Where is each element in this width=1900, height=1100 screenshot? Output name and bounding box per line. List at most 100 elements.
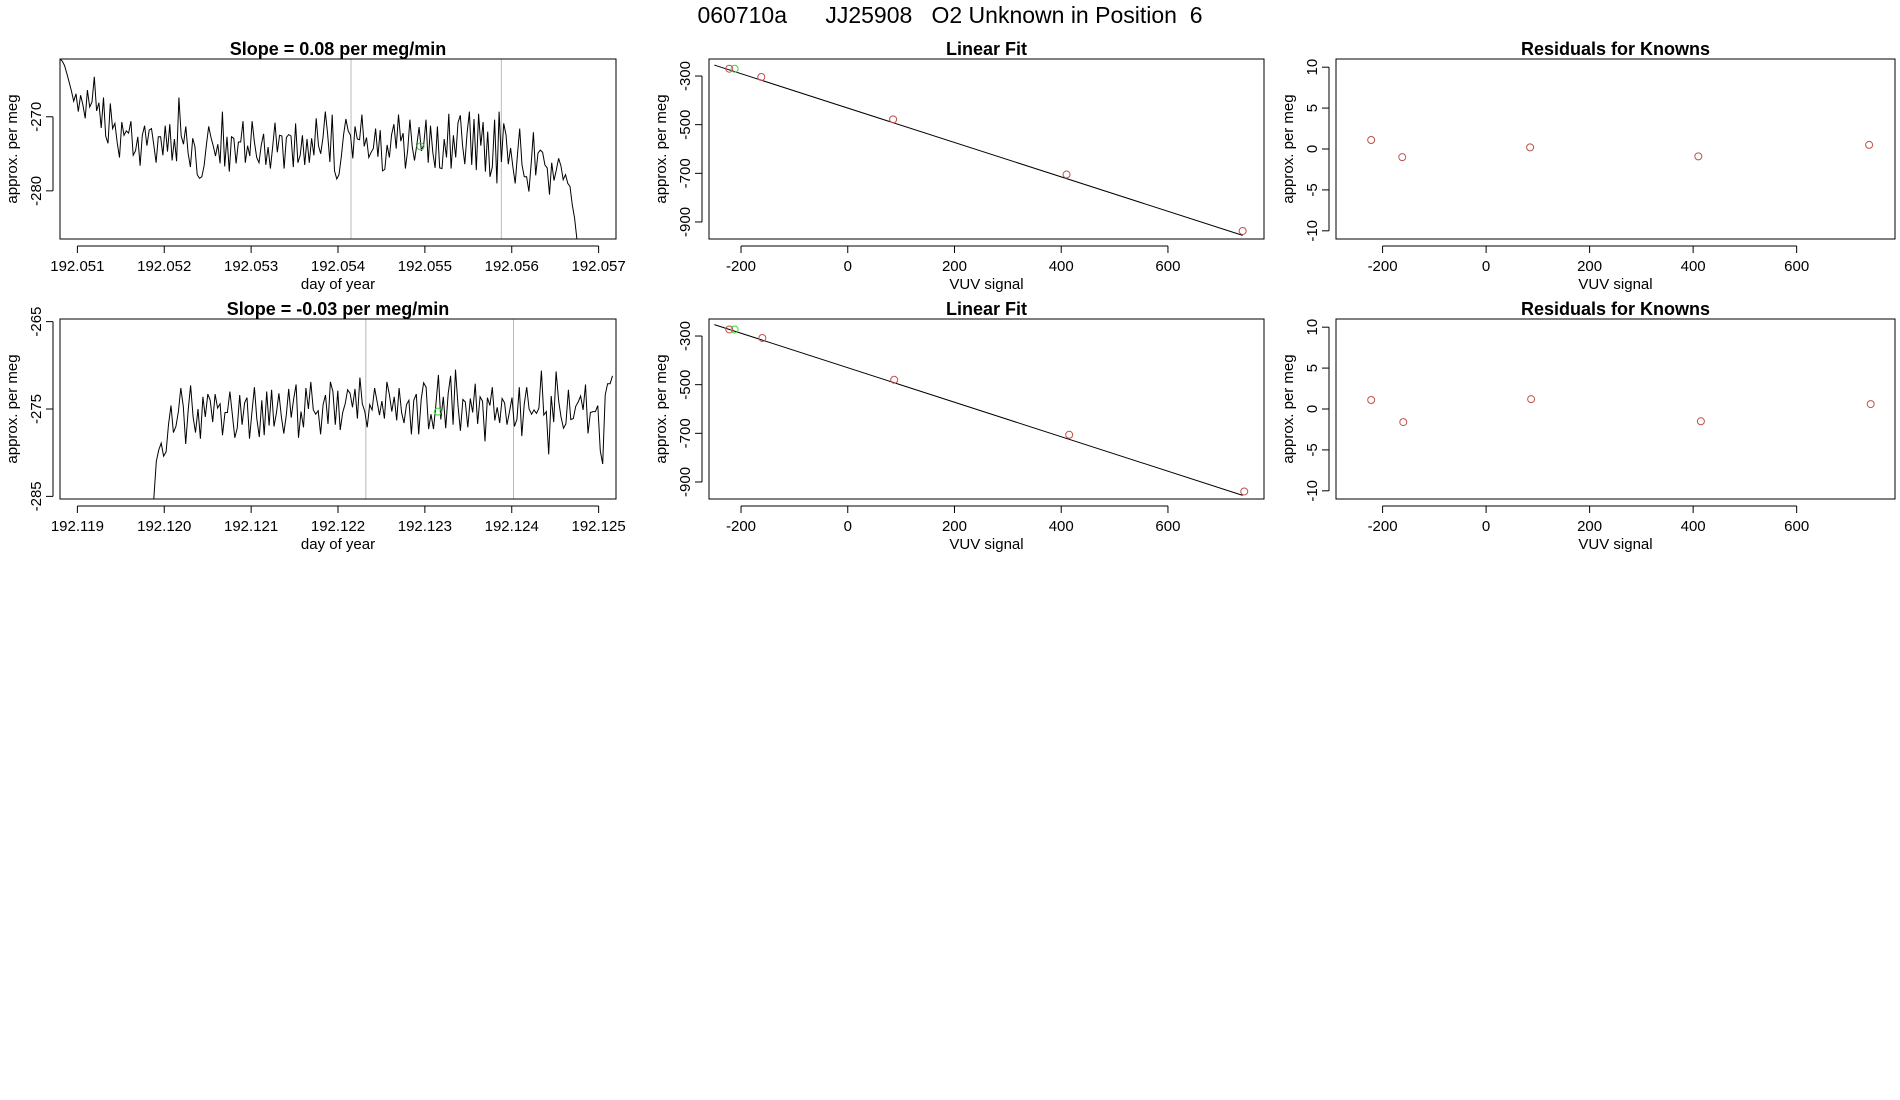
x-tick-label: 400 bbox=[1681, 518, 1706, 535]
y-tick-label: -700 bbox=[677, 158, 694, 188]
y-tick-label: -270 bbox=[28, 102, 45, 132]
x-axis-label: VUV signal bbox=[1578, 276, 1652, 293]
y-axis-label: approx. per meg bbox=[4, 94, 21, 203]
unknown-marker bbox=[416, 142, 425, 151]
x-tick-label: 192.052 bbox=[137, 258, 191, 275]
unknown-marker bbox=[433, 407, 442, 416]
x-tick-label: 192.123 bbox=[398, 518, 452, 535]
x-tick-label: -200 bbox=[1368, 258, 1398, 275]
data-series-line bbox=[153, 369, 613, 499]
y-tick-label: -5 bbox=[1304, 443, 1321, 456]
chart-title: Slope = -0.03 per meg/min bbox=[227, 299, 450, 319]
x-tick-label: -200 bbox=[1368, 518, 1398, 535]
known-point bbox=[1367, 136, 1376, 144]
y-tick-label: 0 bbox=[1304, 405, 1321, 413]
x-axis: 192.051 192.052 192.053 192.054 192.055 192.0… bbox=[50, 245, 626, 293]
x-axis: -200 0 200 400 600 VUV signal bbox=[726, 505, 1180, 553]
y-axis: -300 -500 -700 -900 approx. per meg bbox=[653, 61, 703, 237]
x-axis-label: day of year bbox=[301, 536, 375, 553]
x-tick-label: 0 bbox=[1482, 518, 1490, 535]
plot-frame bbox=[708, 58, 1265, 240]
plot-frame bbox=[1335, 58, 1896, 240]
chart-title: Linear Fit bbox=[946, 299, 1027, 319]
chart-panel-2: Linear Fit -200 0 200 400 600 VUV signal -300 -5… bbox=[653, 39, 1265, 293]
known-point bbox=[889, 115, 898, 124]
x-tick-label: 192.051 bbox=[50, 258, 104, 275]
known-point bbox=[1367, 396, 1376, 404]
x-tick-label: 400 bbox=[1681, 258, 1706, 275]
y-axis-label: approx. per meg bbox=[653, 354, 670, 463]
y-axis: -265 -275 -285 approx. per meg bbox=[4, 307, 54, 511]
x-axis-label: VUV signal bbox=[949, 536, 1023, 553]
y-tick-label: -900 bbox=[677, 467, 694, 497]
y-tick-label: -10 bbox=[1304, 220, 1321, 242]
fit-line bbox=[714, 324, 1243, 496]
x-tick-label: 200 bbox=[942, 518, 967, 535]
chart-title: Residuals for Knowns bbox=[1521, 39, 1710, 59]
x-tick-label: -200 bbox=[726, 518, 756, 535]
known-point bbox=[1527, 395, 1536, 404]
x-tick-label: 400 bbox=[1049, 518, 1074, 535]
y-tick-label: 5 bbox=[1304, 104, 1321, 112]
known-point bbox=[1238, 226, 1247, 235]
known-point bbox=[1696, 417, 1705, 426]
y-tick-label: -300 bbox=[677, 321, 694, 351]
y-tick-label: 10 bbox=[1304, 319, 1321, 336]
y-tick-label: -500 bbox=[677, 370, 694, 400]
y-tick-label: 0 bbox=[1304, 145, 1321, 153]
y-axis: -300 -500 -700 -900 approx. per meg bbox=[653, 321, 703, 497]
y-axis: -270 -280 approx. per meg bbox=[4, 94, 54, 206]
y-axis-label: approx. per meg bbox=[1280, 354, 1297, 463]
known-point bbox=[1240, 487, 1249, 496]
plot-frame bbox=[1335, 318, 1896, 500]
chart-panel-5: Linear Fit -200 0 200 400 600 VUV signal -300 -5… bbox=[653, 299, 1265, 553]
known-point bbox=[1062, 170, 1071, 179]
known-point bbox=[1866, 400, 1875, 409]
chart-title: Slope = 0.08 per meg/min bbox=[230, 39, 447, 59]
x-tick-label: 192.053 bbox=[224, 258, 278, 275]
x-tick-label: 600 bbox=[1784, 258, 1809, 275]
x-tick-label: 0 bbox=[844, 258, 852, 275]
chart-panel-3: Residuals for Knowns -200 0 200 400 600 VUV si… bbox=[1280, 39, 1896, 293]
x-tick-label: 192.124 bbox=[485, 518, 539, 535]
y-tick-label: -280 bbox=[28, 176, 45, 206]
known-point bbox=[725, 325, 734, 334]
chart-title: Residuals for Knowns bbox=[1521, 299, 1710, 319]
x-tick-label: 600 bbox=[1784, 518, 1809, 535]
y-tick-label: -265 bbox=[28, 307, 45, 337]
x-tick-label: 192.119 bbox=[51, 518, 104, 535]
x-tick-label: 600 bbox=[1155, 258, 1180, 275]
known-point bbox=[758, 333, 767, 342]
x-tick-label: 192.054 bbox=[311, 258, 365, 275]
x-axis: 192.119 192.120 192.121 192.122 192.123 192.1… bbox=[51, 505, 626, 553]
known-point bbox=[1065, 430, 1074, 439]
x-tick-label: 192.122 bbox=[311, 518, 365, 535]
known-point bbox=[890, 375, 899, 384]
x-tick-label: 400 bbox=[1049, 258, 1074, 275]
x-tick-label: 200 bbox=[942, 258, 967, 275]
known-point bbox=[725, 64, 734, 73]
y-axis: 10 5 0 -5 -10 approx. per meg bbox=[1280, 319, 1330, 502]
x-tick-label: 192.057 bbox=[572, 258, 626, 275]
x-axis: -200 0 200 400 600 VUV signal bbox=[1368, 505, 1809, 553]
plot-frame bbox=[59, 58, 617, 240]
x-axis: -200 0 200 400 600 VUV signal bbox=[726, 245, 1180, 293]
known-point bbox=[757, 73, 766, 81]
known-point bbox=[1526, 143, 1535, 152]
chart-title: Linear Fit bbox=[946, 39, 1027, 59]
y-tick-label: -10 bbox=[1304, 480, 1321, 502]
known-point bbox=[1865, 140, 1874, 149]
y-axis-label: approx. per meg bbox=[1280, 94, 1297, 203]
x-axis: -200 0 200 400 600 VUV signal bbox=[1368, 245, 1809, 293]
x-tick-label: 192.055 bbox=[398, 258, 452, 275]
y-axis-label: approx. per meg bbox=[653, 94, 670, 203]
y-tick-label: -300 bbox=[677, 61, 694, 91]
x-tick-label: 192.056 bbox=[485, 258, 539, 275]
x-tick-label: 200 bbox=[1577, 518, 1602, 535]
x-tick-label: 192.125 bbox=[572, 518, 626, 535]
plot-frame bbox=[59, 318, 617, 500]
known-point bbox=[1694, 152, 1703, 161]
data-series-line bbox=[60, 59, 578, 239]
